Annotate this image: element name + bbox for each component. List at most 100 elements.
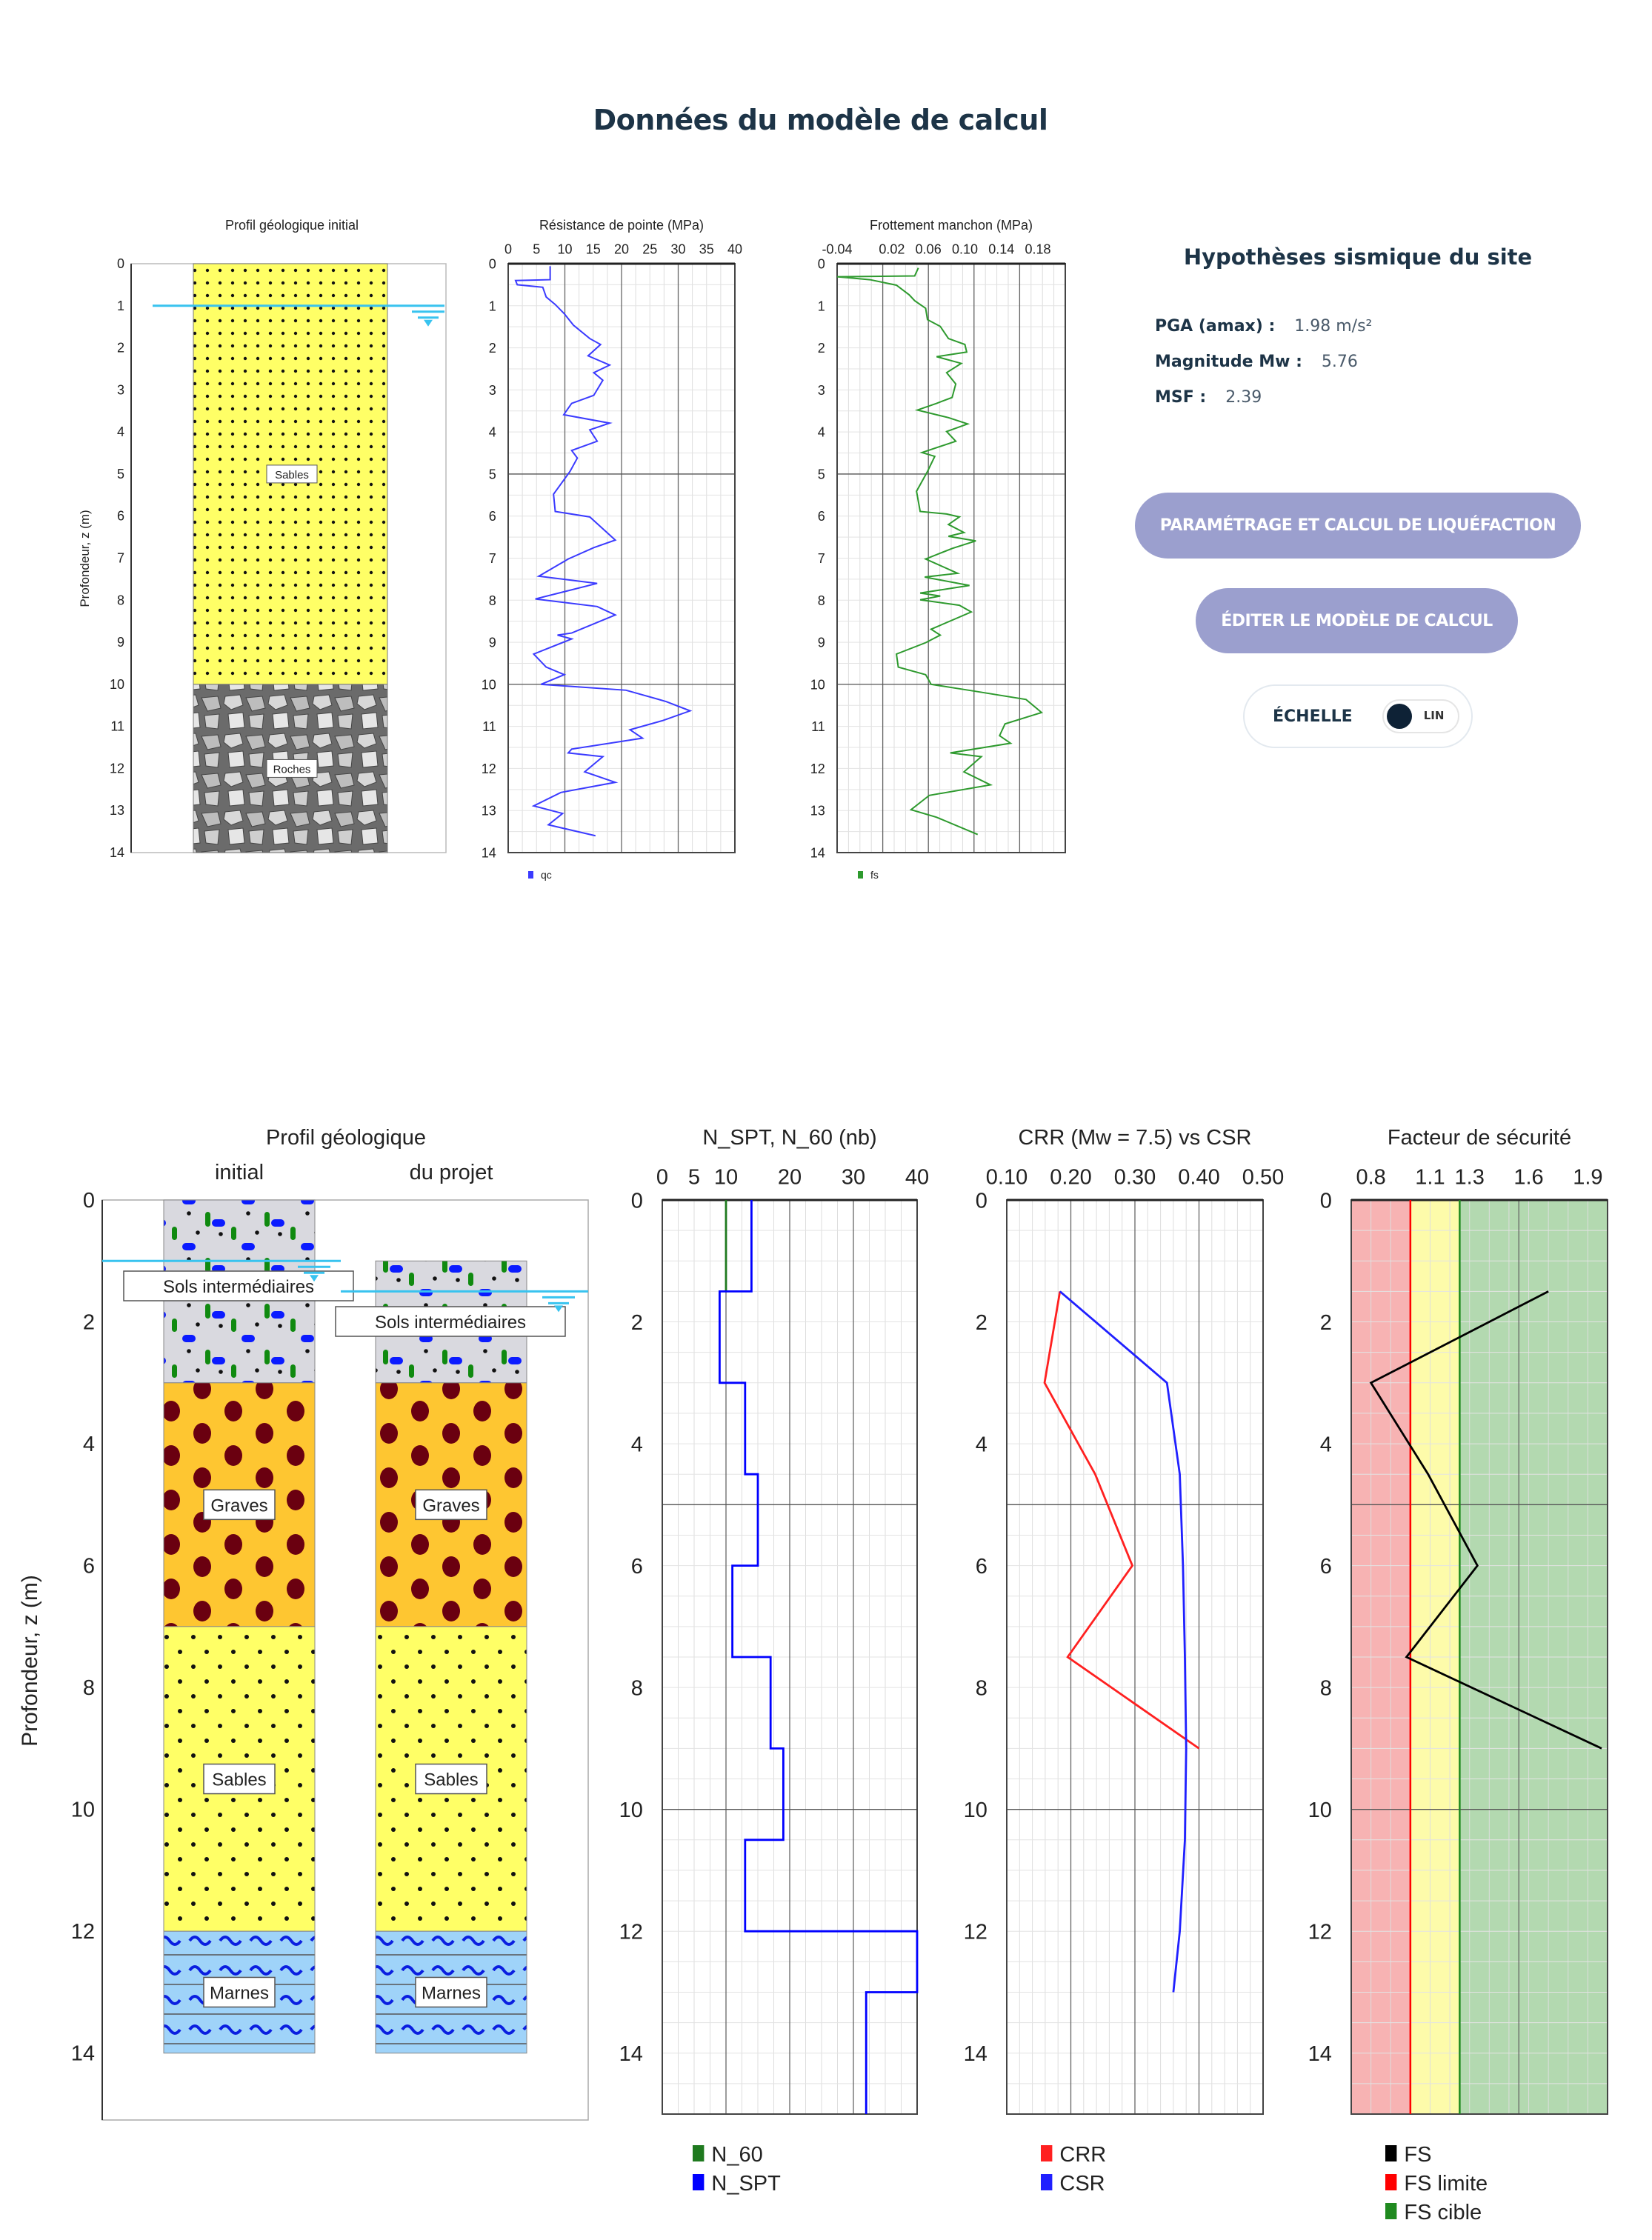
x-tick-label: 0.10 bbox=[986, 1165, 1027, 1189]
scale-switch[interactable]: LIN bbox=[1382, 699, 1459, 733]
y-tick-label: 14 bbox=[71, 2042, 95, 2066]
y-tick-label: 6 bbox=[117, 509, 124, 524]
y-tick-label: 0 bbox=[976, 1189, 987, 1213]
water-triangle-icon bbox=[424, 319, 433, 327]
y-tick-label: 14 bbox=[1308, 2042, 1332, 2066]
x-tick-label: 35 bbox=[699, 242, 714, 257]
y-tick-label: 10 bbox=[71, 1799, 95, 1822]
x-tick-label: 5 bbox=[688, 1165, 700, 1189]
x-tick-label: 20 bbox=[778, 1165, 802, 1189]
y-tick-label: 14 bbox=[964, 2042, 987, 2066]
y-tick-label: 12 bbox=[482, 761, 496, 776]
x-tick-label: 0 bbox=[656, 1165, 668, 1189]
water-table-marker-projet bbox=[341, 1290, 588, 1313]
y-tick-label: 11 bbox=[482, 719, 496, 734]
y-tick-label: 10 bbox=[110, 677, 124, 692]
y-tick-label: 14 bbox=[810, 845, 825, 860]
scale-toggle-group: ÉCHELLE LIN bbox=[1243, 684, 1473, 748]
series-line-fs bbox=[1369, 1290, 1602, 1750]
y-tick-label: 0 bbox=[117, 256, 124, 271]
x-tick-label: 40 bbox=[727, 242, 742, 257]
y-tick-label: 13 bbox=[110, 803, 124, 818]
x-tick-label: -0.04 bbox=[822, 242, 852, 257]
y-tick-label: 6 bbox=[83, 1555, 95, 1579]
layer-label-box bbox=[415, 1489, 487, 1521]
legend-swatch bbox=[1385, 2145, 1397, 2161]
legend-label: FS limite bbox=[1404, 2172, 1488, 2196]
x-tick-label: 0.50 bbox=[1242, 1165, 1284, 1189]
y-tick-label: 2 bbox=[83, 1311, 95, 1335]
y-tick-label: 8 bbox=[489, 593, 496, 608]
series-line-qc bbox=[514, 266, 693, 837]
edit-model-button[interactable]: ÉDITER LE MODÈLE DE CALCUL bbox=[1196, 588, 1518, 653]
layer-label-box bbox=[203, 1763, 276, 1795]
y-tick-label: 0 bbox=[631, 1189, 643, 1213]
layer-label-box bbox=[203, 1489, 276, 1521]
x-tick-label: 1.6 bbox=[1513, 1165, 1543, 1189]
y-tick-label: 8 bbox=[83, 1676, 95, 1700]
x-tick-label: 0.06 bbox=[916, 242, 942, 257]
x-tick-label: 0.30 bbox=[1114, 1165, 1156, 1189]
chart-nspt: N_SPT, N_60 (nb)0 5 10 20 30 4002468101214N_6… bbox=[619, 1126, 929, 2196]
series-line-csr bbox=[1059, 1290, 1188, 1993]
x-tick-label: 15 bbox=[586, 242, 601, 257]
y-tick-label: 11 bbox=[110, 719, 124, 734]
y-tick-label: 12 bbox=[619, 1921, 643, 1944]
x-tick-label: 0.02 bbox=[879, 242, 905, 257]
y-axis-label: Profondeur, z (m) bbox=[18, 1575, 42, 1747]
chart-title: N_SPT, N_60 (nb) bbox=[702, 1126, 876, 1150]
chart-title: Profil géologique bbox=[266, 1126, 426, 1150]
legend-swatch bbox=[1041, 2145, 1053, 2161]
layer-label-box bbox=[266, 464, 318, 484]
water-table-marker-initial bbox=[102, 1259, 341, 1282]
layer-label: Graves bbox=[210, 1496, 267, 1516]
y-tick-label: 0 bbox=[489, 256, 496, 271]
y-tick-label: 5 bbox=[818, 467, 825, 481]
x-tick-label: 30 bbox=[670, 242, 685, 257]
layer-label: Sables bbox=[212, 1770, 266, 1790]
y-tick-label: 13 bbox=[810, 804, 825, 819]
y-tick-label: 12 bbox=[71, 1920, 95, 1944]
y-tick-label: 11 bbox=[811, 719, 825, 734]
seismic-panel: Hypothèses sismique du site PGA (amax) :… bbox=[1135, 244, 1581, 748]
x-tick-label: 20 bbox=[614, 242, 629, 257]
y-tick-label: 10 bbox=[1308, 1799, 1332, 1822]
y-tick-label: 12 bbox=[1308, 1921, 1332, 1944]
x-tick-label: 0.8 bbox=[1356, 1165, 1385, 1189]
y-tick-label: 10 bbox=[619, 1799, 643, 1822]
legend-swatch bbox=[693, 2145, 705, 2161]
legend-swatch bbox=[528, 871, 533, 879]
y-tick-label: 9 bbox=[489, 636, 496, 650]
legend-label: FS cible bbox=[1404, 2201, 1482, 2224]
legend-swatch bbox=[1385, 2203, 1397, 2219]
y-tick-label: 12 bbox=[110, 761, 124, 776]
liquefaction-calc-button[interactable]: PARAMÉTRAGE ET CALCUL DE LIQUÉFACTION bbox=[1135, 493, 1581, 559]
legend-label: qc bbox=[541, 869, 552, 881]
legend-swatch bbox=[1041, 2174, 1053, 2190]
y-tick-label: 3 bbox=[818, 383, 825, 398]
layer-label-box bbox=[415, 1763, 487, 1795]
legend-label: CSR bbox=[1059, 2172, 1105, 2196]
y-tick-label: 4 bbox=[83, 1433, 95, 1456]
legend-swatch bbox=[693, 2174, 705, 2190]
y-tick-label: 8 bbox=[818, 593, 825, 608]
chart-top-geology: Profil géologique initial012345678910111… bbox=[78, 218, 447, 860]
layer-label: Roches bbox=[273, 763, 311, 776]
y-tick-label: 6 bbox=[489, 509, 496, 524]
chart-crr_csr: CRR (Mw = 7.5) vs CSR 0.10 0.20 0.30 0.40 0.5… bbox=[964, 1126, 1285, 2196]
y-tick-label: 1 bbox=[818, 299, 825, 313]
column-title-initial: initial bbox=[215, 1161, 264, 1184]
legend-label: fs bbox=[870, 869, 879, 881]
legend-label: CRR bbox=[1059, 2143, 1106, 2167]
y-tick-label: 6 bbox=[631, 1555, 643, 1579]
series-line-fs bbox=[836, 267, 1044, 836]
y-tick-label: 2 bbox=[1320, 1311, 1332, 1335]
y-tick-label: 4 bbox=[818, 425, 825, 440]
layer-label-box bbox=[203, 1976, 276, 2008]
y-tick-label: 4 bbox=[976, 1433, 987, 1457]
chart-fs: Frottement manchon (MPa) -0.04 0.02 0.06 0.1… bbox=[810, 218, 1066, 881]
magnitude-row: Magnitude Mw : 5.76 bbox=[1155, 353, 1358, 371]
layer-label-box bbox=[266, 759, 318, 778]
